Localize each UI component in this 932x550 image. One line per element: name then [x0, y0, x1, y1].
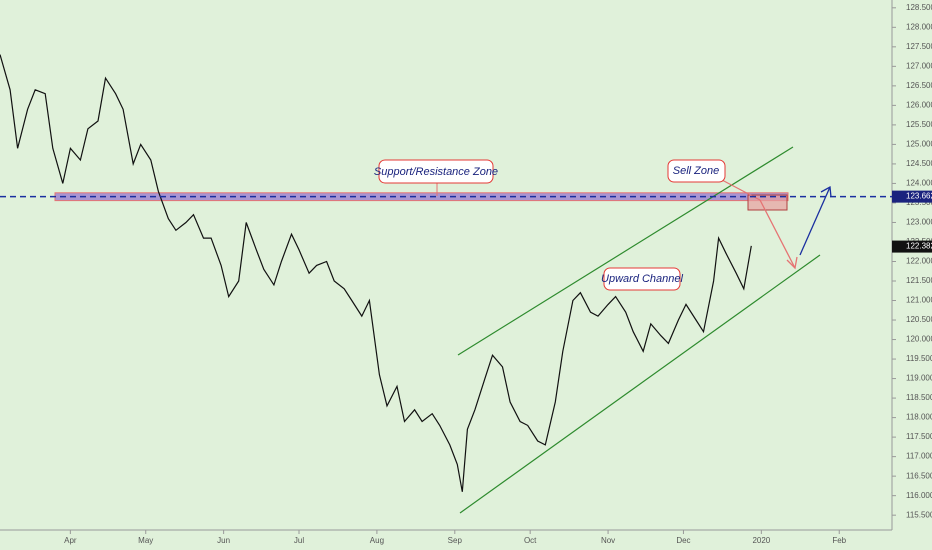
y-tick-label: 122.000 — [906, 257, 932, 266]
down-arrow — [759, 199, 796, 269]
y-tick-label: 117.000 — [906, 452, 932, 461]
last-price-tag — [892, 240, 932, 253]
annotation-box — [603, 267, 681, 291]
y-tick-label: 128.500 — [906, 3, 932, 12]
up-arrow-head — [820, 185, 832, 198]
y-tick-label: 116.000 — [906, 491, 932, 500]
x-tick-label: May — [138, 536, 153, 545]
annotation-box — [667, 159, 726, 183]
annotation-box — [378, 159, 494, 184]
y-tick-label: 116.500 — [906, 471, 932, 480]
x-tick-label: Apr — [64, 536, 77, 545]
x-tick-label: Feb — [832, 536, 846, 545]
y-tick-label: 120.000 — [906, 335, 932, 344]
y-tick-label: 127.000 — [906, 61, 932, 70]
level-label: 123.662 — [906, 192, 932, 201]
annotation: Sell Zone — [673, 165, 719, 177]
x-tick-label: Jun — [217, 536, 230, 545]
y-tick-label: 121.000 — [906, 296, 932, 305]
y-tick-label: 119.500 — [906, 354, 932, 363]
y-tick-label: 126.000 — [906, 100, 932, 109]
up-arrow — [799, 186, 831, 256]
price-line — [0, 54, 752, 492]
annotation: Upward Channel — [601, 273, 683, 285]
down-arrow-head — [786, 256, 798, 270]
x-tick-label: Sep — [448, 536, 463, 545]
y-tick-label: 125.000 — [906, 140, 932, 149]
y-tick-label: 123.000 — [906, 218, 932, 227]
y-tick-label: 124.000 — [906, 179, 932, 188]
last-price-label: 122.382 — [906, 242, 932, 251]
channel-upper — [457, 146, 794, 356]
y-tick-label: 121.500 — [906, 276, 932, 285]
y-tick-label: 126.500 — [906, 81, 932, 90]
x-tick-label: Jul — [294, 536, 304, 545]
channel-lower — [459, 254, 821, 514]
y-tick-label: 115.500 — [906, 510, 932, 519]
y-tick-label: 120.500 — [906, 315, 932, 324]
level-tag — [892, 190, 932, 203]
y-tick-label: 127.500 — [906, 42, 932, 51]
y-tick-label: 118.000 — [906, 413, 932, 422]
y-tick-label: 128.000 — [906, 22, 932, 31]
x-tick-label: Aug — [370, 536, 384, 545]
y-tick-label: 119.000 — [906, 374, 932, 383]
annotation: Support/Resistance Zone — [374, 166, 498, 178]
y-tick-label: 124.500 — [906, 159, 932, 168]
x-tick-label: Dec — [676, 536, 690, 545]
x-tick-label: 2020 — [752, 536, 770, 545]
x-tick-label: Oct — [524, 536, 537, 545]
y-tick-label: 118.500 — [906, 393, 932, 402]
x-tick-label: Nov — [601, 536, 615, 545]
y-tick-label: 125.500 — [906, 120, 932, 129]
y-tick-label: 117.500 — [906, 432, 932, 441]
